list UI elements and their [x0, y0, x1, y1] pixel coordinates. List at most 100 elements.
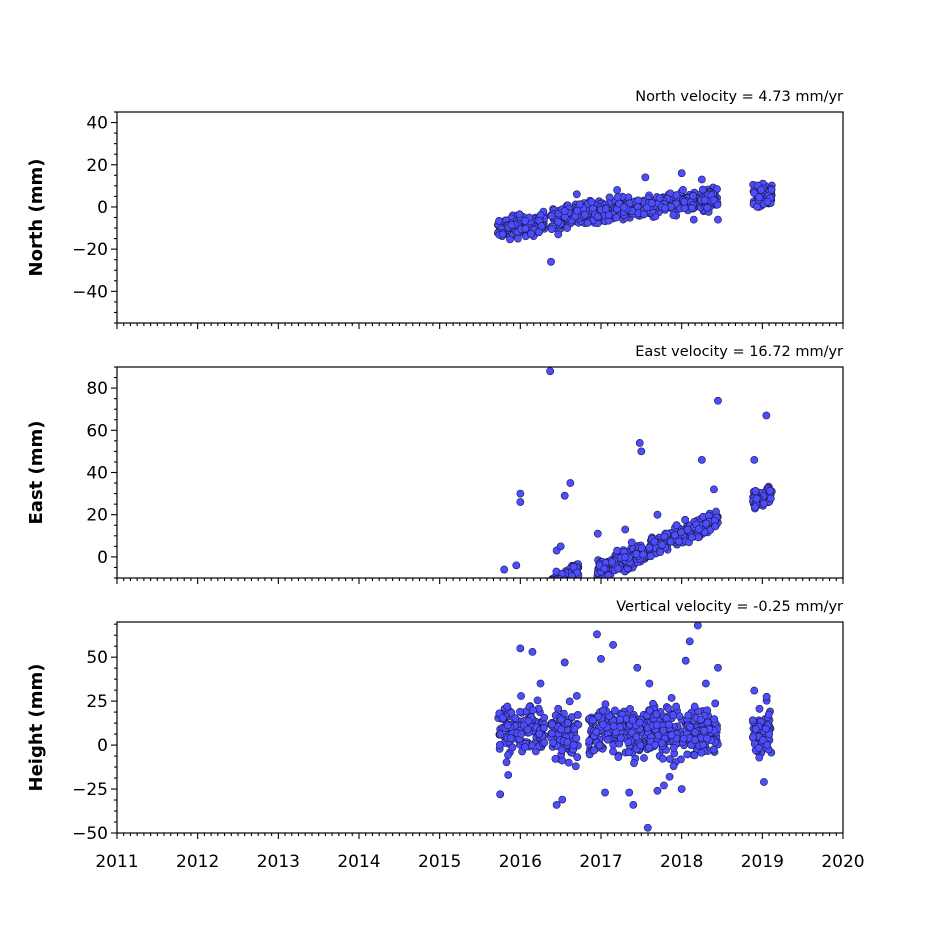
y-tick-label: 20 — [86, 156, 108, 176]
data-point — [498, 714, 507, 723]
data-point — [547, 257, 555, 266]
data-point — [516, 610, 523, 617]
data-point — [518, 605, 525, 612]
data-point — [546, 367, 555, 376]
data-point — [609, 722, 618, 731]
data-point — [514, 604, 521, 611]
data-point — [497, 615, 504, 622]
data-point — [750, 686, 759, 695]
data-point — [528, 599, 535, 606]
data-point — [751, 486, 760, 495]
data-point — [500, 614, 507, 621]
data-point — [685, 637, 694, 646]
data-point — [539, 595, 546, 602]
data-point — [660, 204, 669, 212]
data-point — [652, 710, 661, 719]
y-tick-label: 20 — [86, 506, 108, 526]
data-point — [497, 606, 504, 613]
data-point — [515, 608, 522, 615]
data-point — [524, 608, 531, 615]
data-point — [700, 726, 708, 735]
panel-1: North velocity = 4.73 mm/yr North (mm) −40… — [26, 89, 844, 329]
data-point — [497, 608, 504, 615]
data-point — [495, 741, 504, 749]
y-tick-label: 50 — [86, 648, 108, 668]
data-point — [603, 735, 612, 744]
data-point — [496, 606, 503, 613]
data-point — [547, 729, 556, 738]
data-point — [645, 706, 654, 715]
data-point — [752, 494, 761, 503]
data-point — [520, 604, 527, 611]
data-point — [750, 189, 758, 197]
data-point — [646, 552, 655, 561]
data-point — [703, 734, 711, 743]
data-point — [613, 193, 622, 202]
y-tick-label: 80 — [86, 379, 108, 399]
data-point — [560, 658, 569, 667]
data-point — [593, 630, 601, 639]
data-point — [687, 533, 696, 542]
data-point — [521, 599, 528, 606]
data-point — [763, 740, 772, 749]
data-point — [691, 736, 699, 744]
data-point — [587, 197, 596, 206]
data-point — [505, 606, 512, 613]
data-point — [748, 716, 757, 725]
data-point — [629, 800, 638, 809]
data-point — [535, 729, 544, 738]
data-point — [669, 711, 677, 719]
data-point — [525, 609, 532, 616]
data-point — [539, 592, 546, 599]
data-point — [507, 604, 514, 611]
data-point — [523, 725, 532, 734]
data-point — [528, 647, 537, 656]
data-point — [511, 598, 518, 605]
data-point — [521, 224, 530, 233]
data-point — [514, 609, 521, 616]
data-point — [504, 751, 512, 760]
data-point — [513, 606, 520, 613]
data-point — [497, 622, 504, 629]
data-point — [614, 753, 623, 762]
data-point — [751, 725, 760, 733]
data-point — [511, 603, 518, 610]
data-point — [496, 790, 505, 799]
data-point — [494, 614, 501, 621]
data-point — [652, 721, 661, 729]
data-point — [518, 598, 525, 605]
data-point — [677, 785, 686, 793]
data-point — [585, 736, 594, 745]
data-point — [521, 217, 529, 225]
data-point — [556, 584, 563, 591]
y-tick-label: 0 — [97, 548, 108, 568]
data-point — [536, 679, 545, 688]
data-point — [528, 596, 535, 603]
data-point — [563, 738, 572, 746]
data-point — [508, 612, 515, 619]
data-point — [634, 196, 643, 205]
panel-title: East velocity = 16.72 mm/yr — [635, 344, 843, 360]
data-point — [554, 704, 563, 713]
data-point — [514, 598, 521, 605]
data-point — [560, 207, 569, 216]
data-point — [536, 592, 543, 599]
data-point — [523, 602, 530, 609]
data-point — [498, 615, 505, 622]
data-point — [675, 537, 683, 546]
data-point — [535, 594, 542, 601]
data-point — [517, 729, 526, 738]
data-point — [517, 614, 524, 621]
data-point — [701, 679, 710, 688]
data-point — [557, 580, 564, 587]
data-point — [759, 499, 768, 508]
data-point — [608, 557, 617, 566]
data-point — [535, 603, 542, 610]
data-point — [525, 594, 532, 601]
data-point — [518, 605, 525, 612]
data-point — [507, 605, 514, 612]
data-point — [534, 594, 541, 601]
data-point — [504, 604, 511, 611]
x-tick-label: 2011 — [95, 852, 138, 872]
